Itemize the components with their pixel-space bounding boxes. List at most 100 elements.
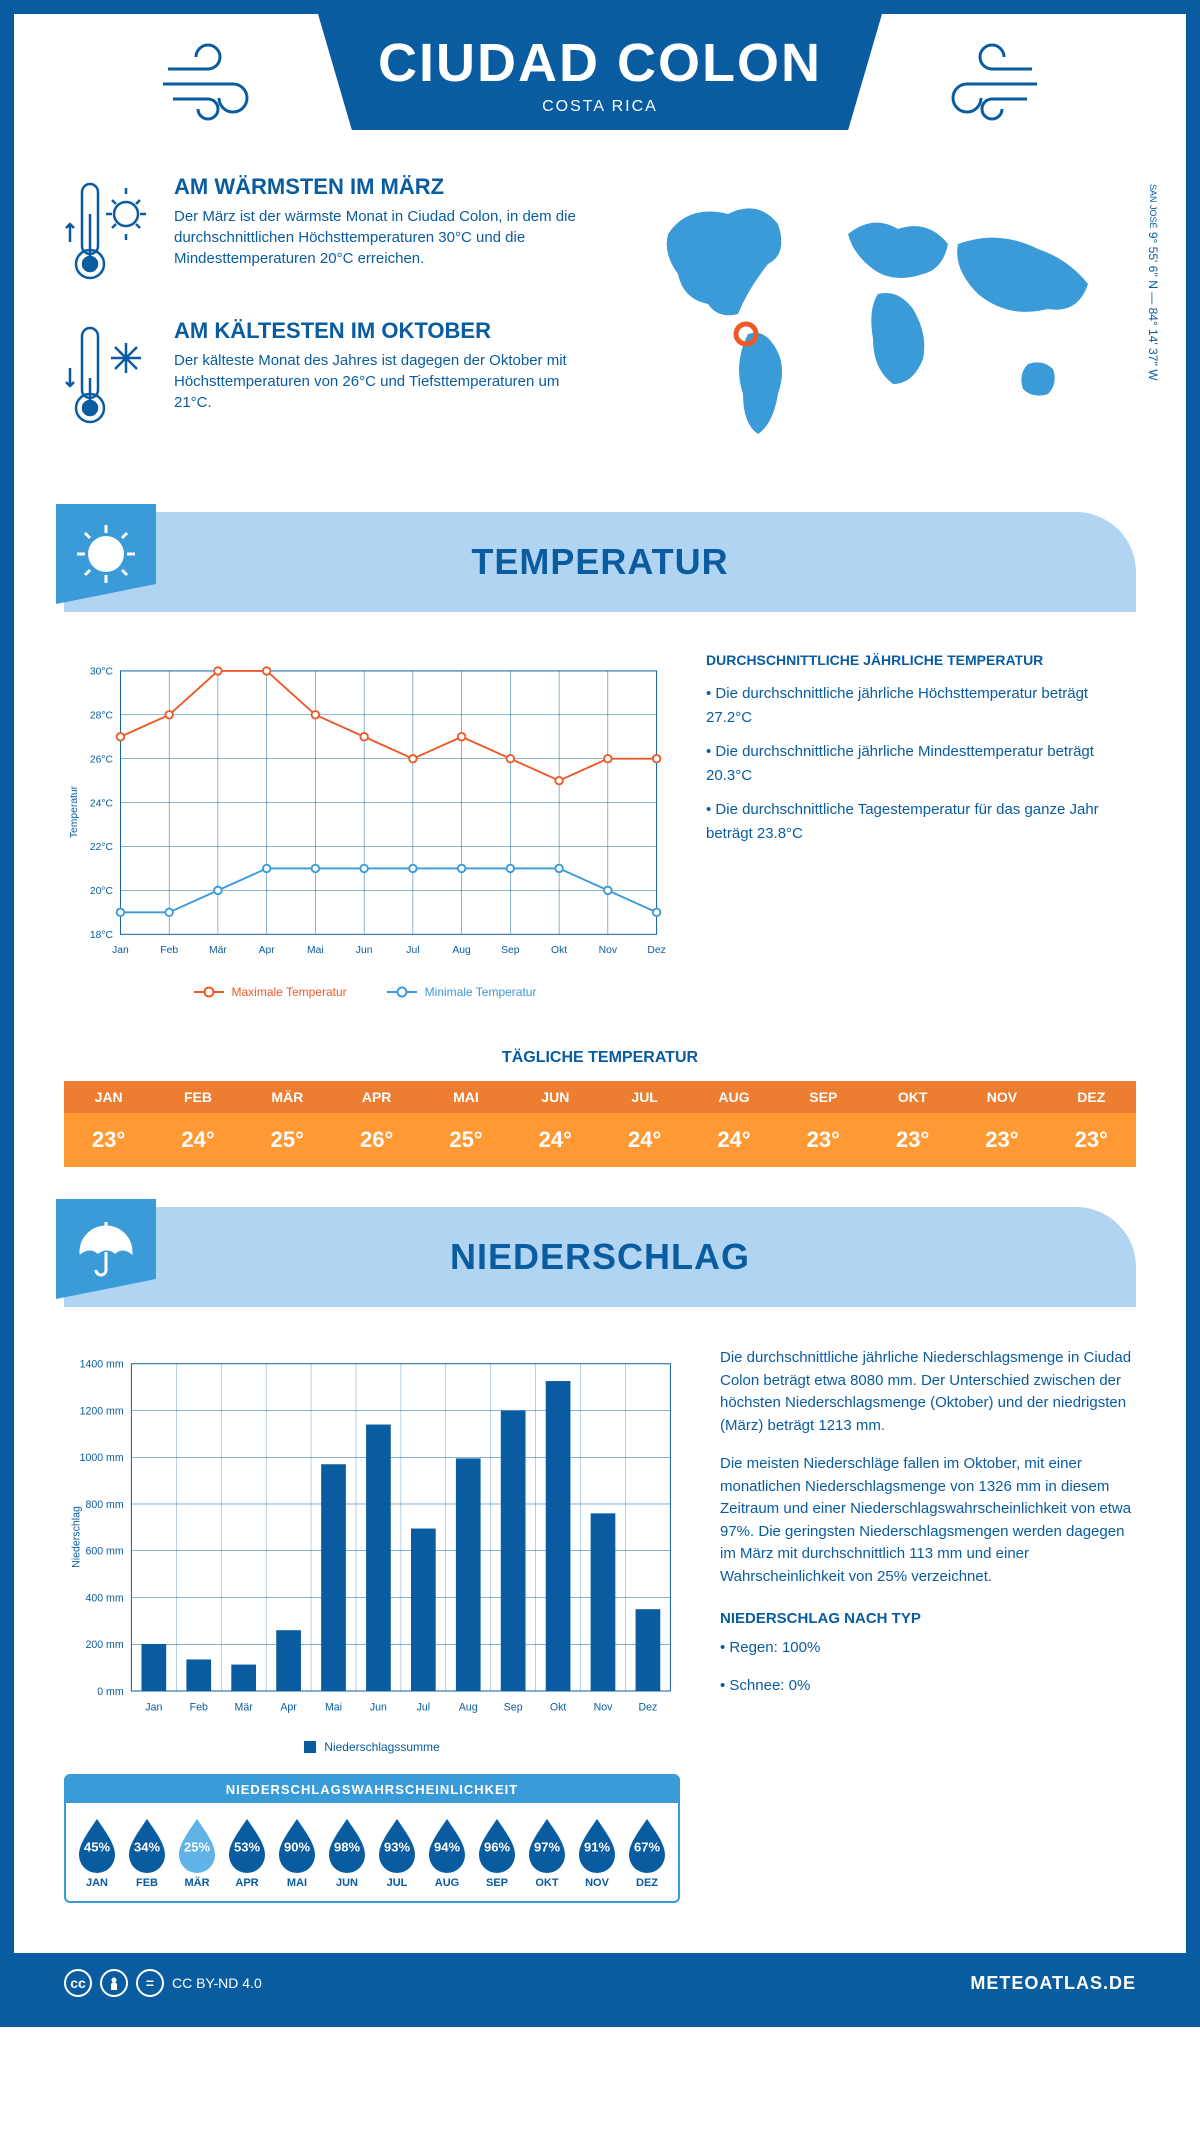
svg-text:1400 mm: 1400 mm — [80, 1359, 124, 1371]
probability-drop: 94%AUG — [424, 1815, 470, 1889]
svg-text:Dez: Dez — [647, 945, 665, 956]
fact-coldest: AM KÄLTESTEN IM OKTOBER Der kälteste Mon… — [64, 318, 580, 438]
svg-text:Jan: Jan — [112, 945, 129, 956]
svg-text:Aug: Aug — [452, 945, 471, 956]
table-header: MAI — [421, 1081, 510, 1113]
page-footer: cc = CC BY-ND 4.0 METEOATLAS.DE — [14, 1953, 1186, 2013]
temp-side-b1: • Die durchschnittliche jährliche Höchst… — [706, 682, 1136, 730]
table-cell: 24° — [600, 1113, 689, 1167]
table-header: JUN — [511, 1081, 600, 1113]
temp-side-b3: • Die durchschnittliche Tagestemperatur … — [706, 798, 1136, 846]
svg-text:Mär: Mär — [209, 945, 227, 956]
table-header: OKT — [868, 1081, 957, 1113]
section-title-precipitation: NIEDERSCHLAG — [450, 1236, 750, 1278]
probability-drop: 97%OKT — [524, 1815, 570, 1889]
svg-text:Okt: Okt — [551, 945, 567, 956]
fact-warm-title: AM WÄRMSTEN IM MÄRZ — [174, 174, 580, 200]
license-block: cc = CC BY-ND 4.0 — [64, 1969, 262, 1997]
svg-text:Apr: Apr — [259, 945, 276, 956]
table-header: APR — [332, 1081, 421, 1113]
svg-text:Aug: Aug — [459, 1701, 478, 1713]
legend-min-label: Minimale Temperatur — [425, 985, 537, 999]
svg-text:Temperatur: Temperatur — [69, 785, 80, 838]
section-banner-precipitation: NIEDERSCHLAG — [64, 1207, 1136, 1307]
probability-drop: 53%APR — [224, 1815, 270, 1889]
svg-text:Jan: Jan — [145, 1701, 162, 1713]
table-header: SEP — [779, 1081, 868, 1113]
probability-drop: 96%SEP — [474, 1815, 520, 1889]
probability-drop: 67%DEZ — [624, 1815, 670, 1889]
svg-text:Niederschlag: Niederschlag — [70, 1506, 82, 1568]
temp-legend: Maximale Temperatur Minimale Temperatur — [64, 985, 666, 999]
precip-type-heading: NIEDERSCHLAG NACH TYP — [720, 1608, 1136, 1631]
table-header: FEB — [153, 1081, 242, 1113]
svg-text:Okt: Okt — [550, 1701, 567, 1713]
table-cell: 24° — [153, 1113, 242, 1167]
svg-text:800 mm: 800 mm — [85, 1499, 123, 1511]
probability-drop: 45%JAN — [74, 1815, 120, 1889]
svg-text:1000 mm: 1000 mm — [80, 1452, 124, 1464]
precip-legend-label: Niederschlagssumme — [324, 1740, 439, 1754]
table-header: MÄR — [243, 1081, 332, 1113]
svg-text:20°C: 20°C — [90, 886, 114, 897]
section-title-temperature: TEMPERATUR — [471, 541, 728, 583]
svg-text:30°C: 30°C — [90, 667, 114, 678]
temperature-line-chart: 18°C20°C22°C24°C26°C28°C30°CJanFebMärApr… — [64, 652, 666, 972]
temp-side-heading: DURCHSCHNITTLICHE JÄHRLICHE TEMPERATUR — [706, 652, 1136, 668]
svg-text:Jul: Jul — [406, 945, 419, 956]
precip-p1: Die durchschnittliche jährliche Niedersc… — [720, 1347, 1136, 1437]
svg-text:1200 mm: 1200 mm — [80, 1405, 124, 1417]
table-cell: 24° — [511, 1113, 600, 1167]
fact-warm-text: Der März ist der wärmste Monat in Ciudad… — [174, 206, 580, 269]
table-header: JAN — [64, 1081, 153, 1113]
svg-text:Nov: Nov — [594, 1701, 614, 1713]
svg-text:600 mm: 600 mm — [85, 1546, 123, 1558]
facts-region: AM WÄRMSTEN IM MÄRZ Der März ist der wär… — [14, 164, 1186, 492]
daily-temp-heading: TÄGLICHE TEMPERATUR — [14, 1049, 1186, 1067]
coordinates: SAN JOSÉ 9° 55' 6'' N — 84° 14' 37'' W — [1146, 184, 1160, 381]
precip-description: Die durchschnittliche jährliche Niedersc… — [720, 1347, 1136, 1903]
daily-temp-table: JANFEBMÄRAPRMAIJUNJULAUGSEPOKTNOVDEZ 23°… — [64, 1081, 1136, 1167]
table-cell: 23° — [64, 1113, 153, 1167]
country-subtitle: COSTA RICA — [378, 98, 822, 116]
svg-text:Jun: Jun — [356, 945, 373, 956]
license-text: CC BY-ND 4.0 — [172, 1975, 262, 1991]
table-cell: 26° — [332, 1113, 421, 1167]
table-cell: 23° — [779, 1113, 868, 1167]
thermometer-sun-icon — [64, 174, 154, 294]
table-cell: 25° — [421, 1113, 510, 1167]
fact-warmest: AM WÄRMSTEN IM MÄRZ Der März ist der wär… — [64, 174, 580, 294]
legend-max-label: Maximale Temperatur — [232, 985, 347, 999]
sun-icon — [71, 519, 141, 589]
svg-text:0 mm: 0 mm — [97, 1686, 124, 1698]
svg-text:200 mm: 200 mm — [85, 1639, 123, 1651]
svg-text:Jun: Jun — [370, 1701, 387, 1713]
svg-text:26°C: 26°C — [90, 754, 114, 765]
svg-text:18°C: 18°C — [90, 930, 114, 941]
table-cell: 24° — [689, 1113, 778, 1167]
fact-cold-title: AM KÄLTESTEN IM OKTOBER — [174, 318, 580, 344]
svg-text:Sep: Sep — [504, 1701, 523, 1713]
temp-side-b2: • Die durchschnittliche jährliche Mindes… — [706, 740, 1136, 788]
probability-heading: NIEDERSCHLAGSWAHRSCHEINLICHKEIT — [66, 1776, 678, 1803]
table-header: AUG — [689, 1081, 778, 1113]
svg-text:400 mm: 400 mm — [85, 1592, 123, 1604]
precip-type-rain: • Regen: 100% — [720, 1637, 1136, 1660]
svg-text:Dez: Dez — [639, 1701, 658, 1713]
probability-drop: 91%NOV — [574, 1815, 620, 1889]
city-title: CIUDAD COLON — [378, 32, 822, 94]
probability-drop: 93%JUL — [374, 1815, 420, 1889]
umbrella-icon — [71, 1214, 141, 1284]
svg-text:Nov: Nov — [599, 945, 618, 956]
world-map — [620, 174, 1136, 454]
wind-icon — [158, 34, 298, 134]
probability-drop: 25%MÄR — [174, 1815, 220, 1889]
svg-text:Mai: Mai — [325, 1701, 342, 1713]
probability-drop: 34%FEB — [124, 1815, 170, 1889]
precipitation-bar-chart: 0 mm 200 mm 400 mm 600 mm 800 mm 1000 mm 1200 … — [64, 1347, 680, 1727]
svg-text:24°C: 24°C — [90, 798, 114, 809]
table-cell: 23° — [957, 1113, 1046, 1167]
svg-text:Mai: Mai — [307, 945, 324, 956]
by-icon — [100, 1969, 128, 1997]
svg-text:Feb: Feb — [190, 1701, 208, 1713]
